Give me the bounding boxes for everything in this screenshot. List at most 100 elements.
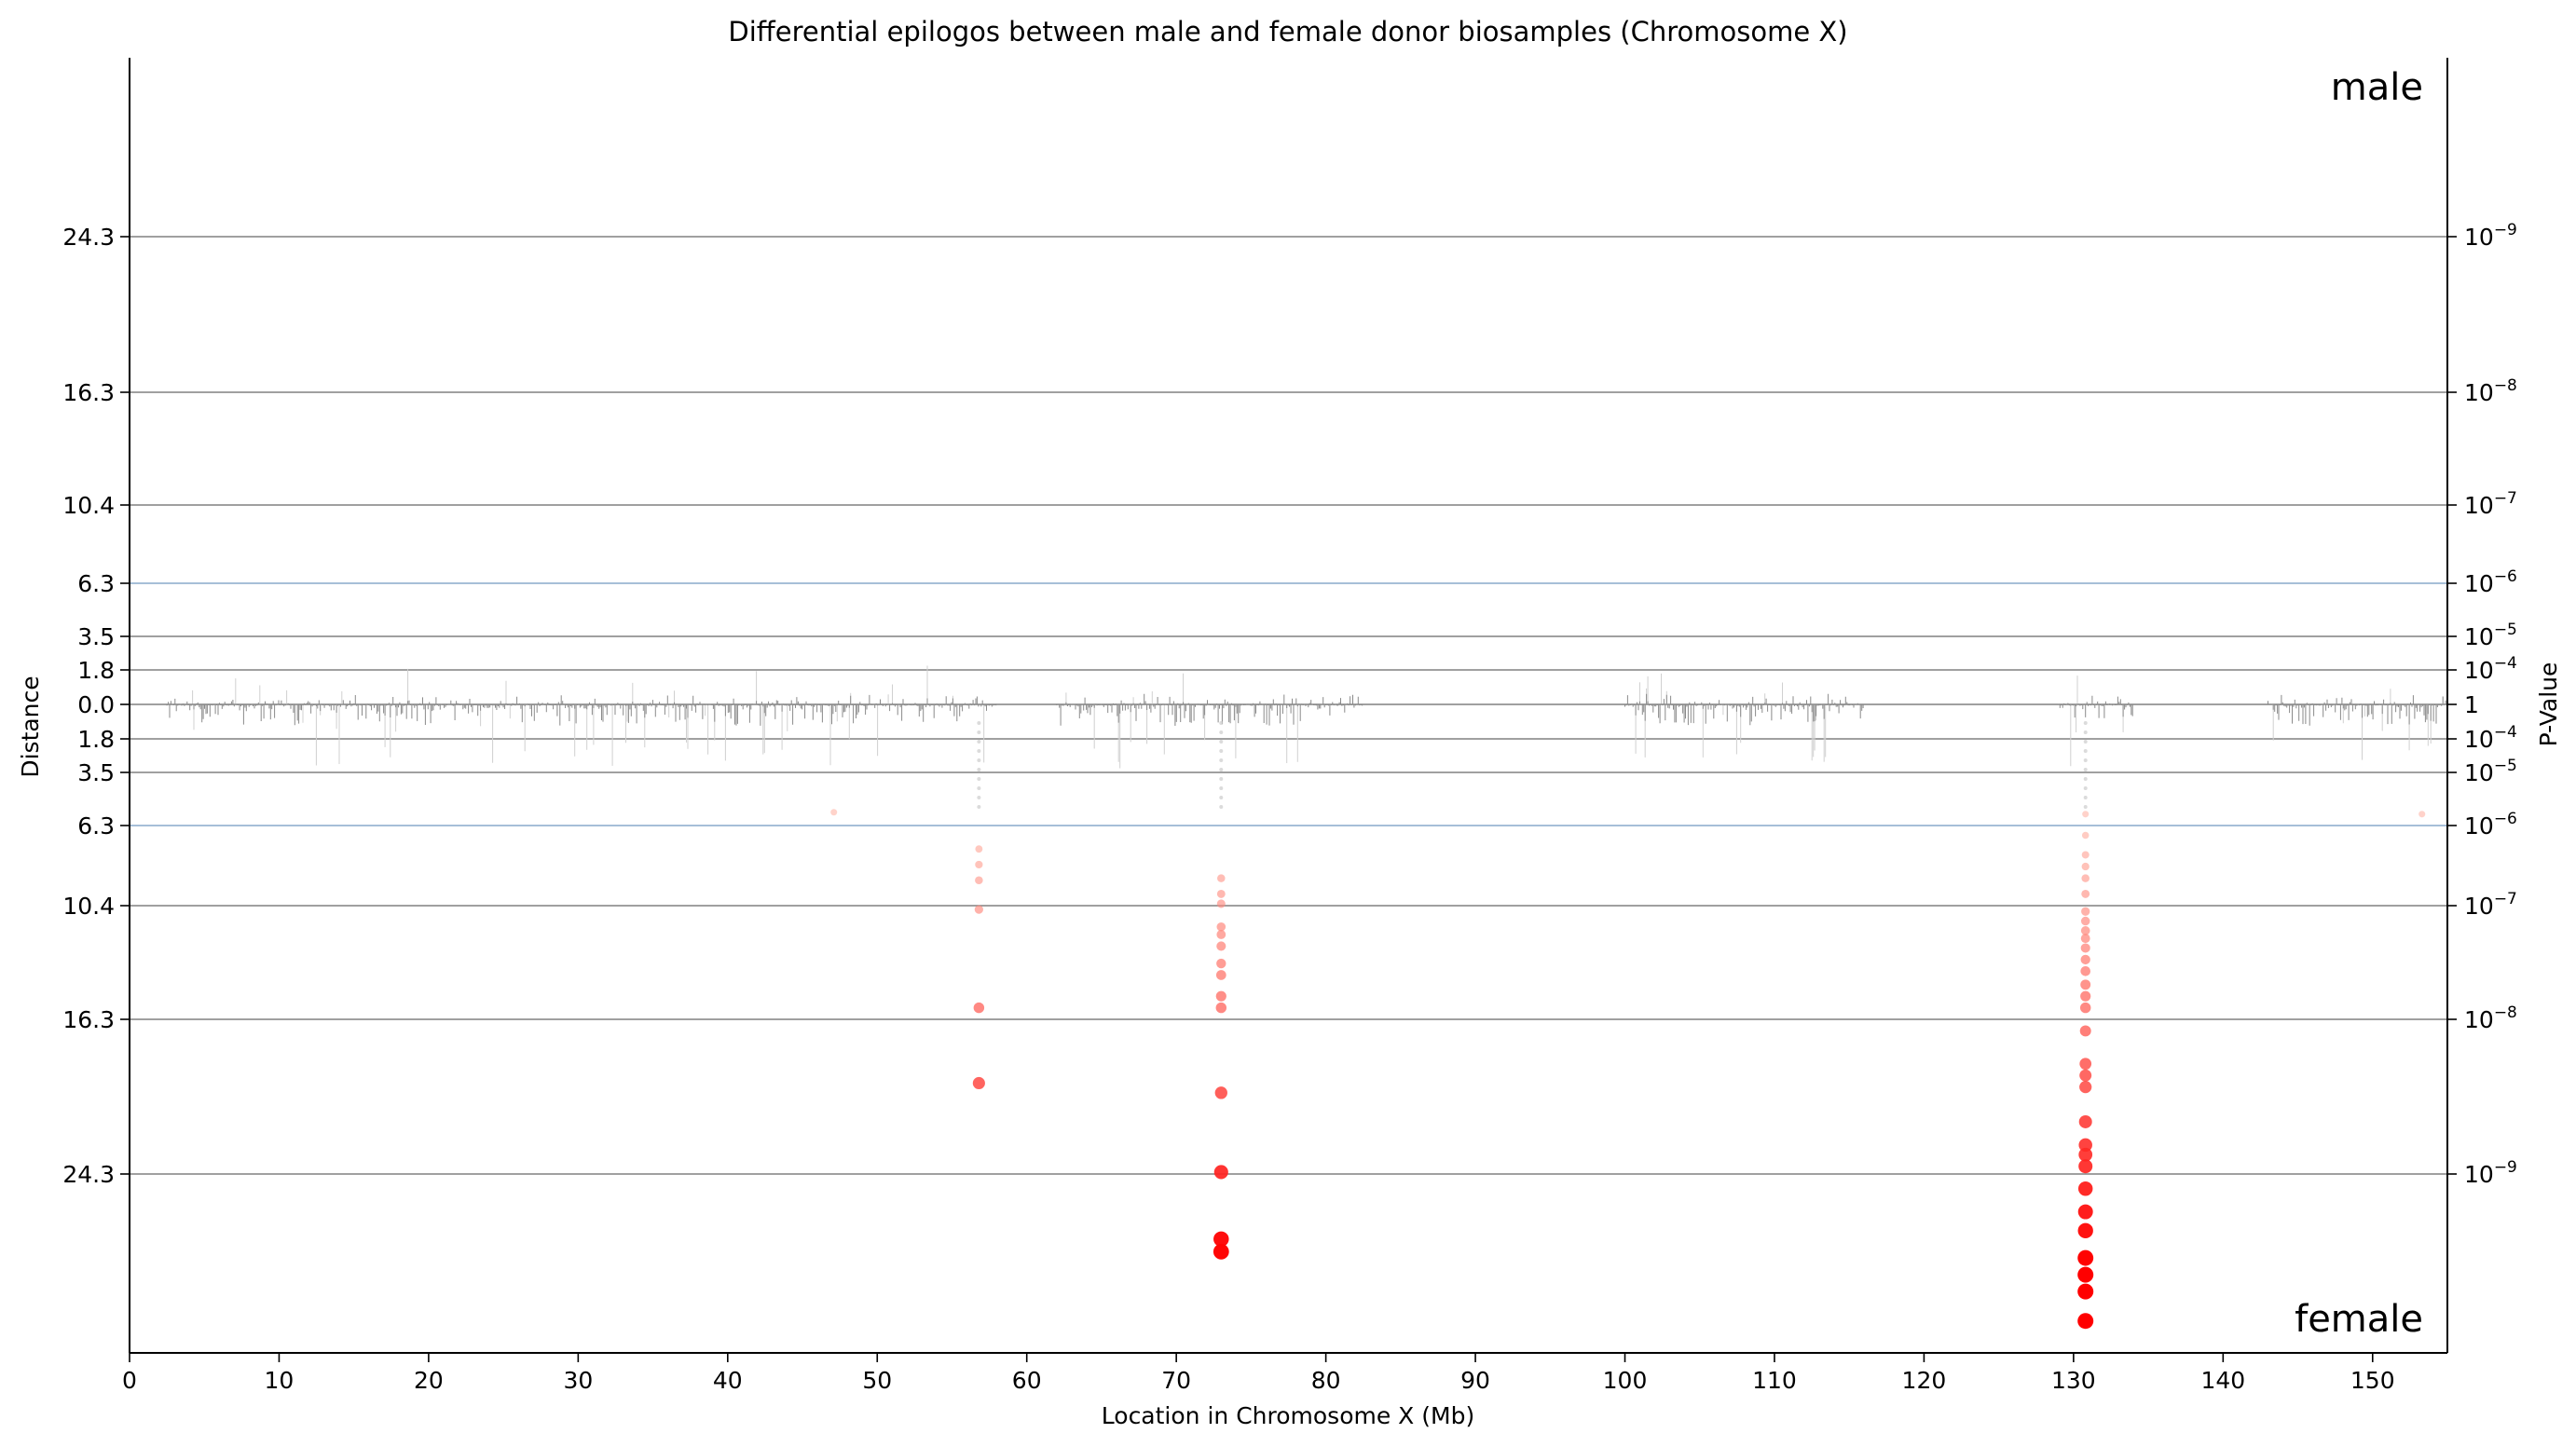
noise-dot	[2083, 786, 2088, 790]
y-tick-label-left: 0.0	[77, 691, 115, 718]
data-point	[1217, 874, 1226, 882]
data-point	[974, 905, 983, 914]
noise-dot	[2083, 796, 2088, 799]
data-point	[2077, 1249, 2094, 1266]
noise-dot	[2083, 730, 2088, 734]
y-axis-left-ticks: 24.3 16.3 10.4 6.3 3.5 1.8 0.0 1.8 3.5 6.3 10.4 16.…	[62, 224, 130, 1188]
y-tick-label-right: 1	[2464, 691, 2479, 718]
x-tick-label: 70	[1161, 1367, 1191, 1394]
data-point	[2081, 889, 2090, 898]
data-point	[2081, 874, 2090, 882]
noise-dot	[977, 740, 981, 744]
x-tick-label: 90	[1460, 1367, 1490, 1394]
noise-dot	[1219, 721, 1224, 725]
noise-dot	[2083, 805, 2088, 809]
noise-dot	[1219, 749, 1224, 753]
noise-dot	[2083, 777, 2088, 781]
data-point	[2080, 966, 2091, 976]
data-point	[1213, 1165, 1228, 1180]
noise-dot	[977, 768, 981, 771]
x-tick-label: 110	[1752, 1367, 1797, 1394]
y-tick-label-right: 10−7	[2464, 489, 2517, 519]
data-point	[1216, 899, 1226, 908]
y-tick-label-left: 16.3	[62, 1006, 115, 1033]
data-point	[2080, 926, 2090, 935]
data-point	[2080, 979, 2091, 990]
y-tick-label-right: 10−9	[2464, 1158, 2517, 1188]
data-point	[2418, 811, 2426, 818]
x-tick-label: 10	[265, 1367, 295, 1394]
y-tick-label-left: 16.3	[62, 379, 115, 406]
male-label: male	[2331, 66, 2423, 109]
y-tick-label-left: 10.4	[62, 893, 115, 920]
data-point	[2081, 907, 2090, 916]
noise-dot	[977, 805, 981, 809]
noise-dot	[977, 786, 981, 790]
data-point	[1215, 990, 1226, 1002]
x-tick-label: 0	[122, 1367, 137, 1394]
y-tick-label-left: 10.4	[62, 492, 115, 519]
data-point	[2080, 990, 2091, 1002]
data-point	[2079, 1002, 2091, 1014]
data-point	[2080, 943, 2090, 953]
y-tick-label-left: 3.5	[77, 759, 115, 786]
y-tick-label-right: 10−6	[2464, 567, 2517, 597]
data-point	[2082, 811, 2090, 818]
data-point	[2079, 1069, 2092, 1082]
y-tick-label-left: 1.8	[77, 726, 115, 753]
data-point	[2078, 1147, 2093, 1162]
data-point	[1216, 941, 1226, 951]
data-point	[1215, 1002, 1227, 1014]
noise-dot	[977, 796, 981, 799]
noise-dot	[2083, 768, 2088, 771]
data-point	[1213, 1231, 1229, 1248]
noise-dot	[977, 749, 981, 753]
noise-dot	[1219, 805, 1224, 809]
data-point	[2081, 862, 2090, 871]
y-axis-label-right: P-Value	[2535, 662, 2562, 747]
y-tick-label-right: 10−7	[2464, 890, 2517, 920]
data-point	[2079, 1081, 2092, 1094]
data-point	[975, 860, 983, 869]
noise-dot	[2083, 758, 2088, 762]
gridlines	[130, 236, 2447, 1175]
y-tick-label-right: 10−6	[2464, 810, 2517, 840]
y-tick-label-left: 6.3	[77, 812, 115, 840]
data-point	[2080, 916, 2090, 926]
data-point	[2078, 1138, 2092, 1153]
x-tick-label: 140	[2200, 1367, 2245, 1394]
y-tick-label-left: 1.8	[77, 657, 115, 684]
y-tick-label-left: 24.3	[62, 224, 115, 251]
noise-dot	[1219, 740, 1224, 744]
noise-dot	[1219, 758, 1224, 762]
noise-faint-ticks	[192, 665, 2444, 769]
data-point	[2079, 1025, 2091, 1037]
data-point	[2080, 934, 2090, 944]
x-tick-label: 150	[2350, 1367, 2395, 1394]
data-point	[975, 845, 983, 853]
x-axis-label: Location in Chromosome X (Mb)	[1102, 1402, 1474, 1429]
data-point	[2081, 831, 2090, 840]
x-tick-label: 120	[1902, 1367, 1947, 1394]
noise-dot	[1219, 777, 1224, 781]
y-tick-label-right: 10−9	[2464, 221, 2517, 251]
noise-dot	[1219, 768, 1224, 771]
data-point	[1213, 1243, 1229, 1260]
data-point	[2077, 1204, 2093, 1220]
data-point	[973, 1002, 985, 1014]
noise-dot	[977, 721, 981, 725]
noise-dot	[2083, 749, 2088, 753]
y-tick-label-right: 10−5	[2464, 757, 2517, 786]
female-label: female	[2295, 1298, 2423, 1341]
data-point	[2081, 851, 2090, 859]
y-tick-label-left: 6.3	[77, 570, 115, 597]
data-point	[2078, 1159, 2093, 1174]
x-tick-label: 130	[2051, 1367, 2096, 1394]
data-point	[1216, 930, 1226, 939]
y-tick-label-right: 10−4	[2464, 654, 2517, 684]
x-axis-ticks: 0 10 20 30 40 50 60 70 80 90 100 110 120 130 140 150	[122, 1353, 2395, 1394]
data-point	[1216, 889, 1226, 898]
x-tick-label: 40	[713, 1367, 743, 1394]
noise-dot	[1219, 730, 1224, 734]
